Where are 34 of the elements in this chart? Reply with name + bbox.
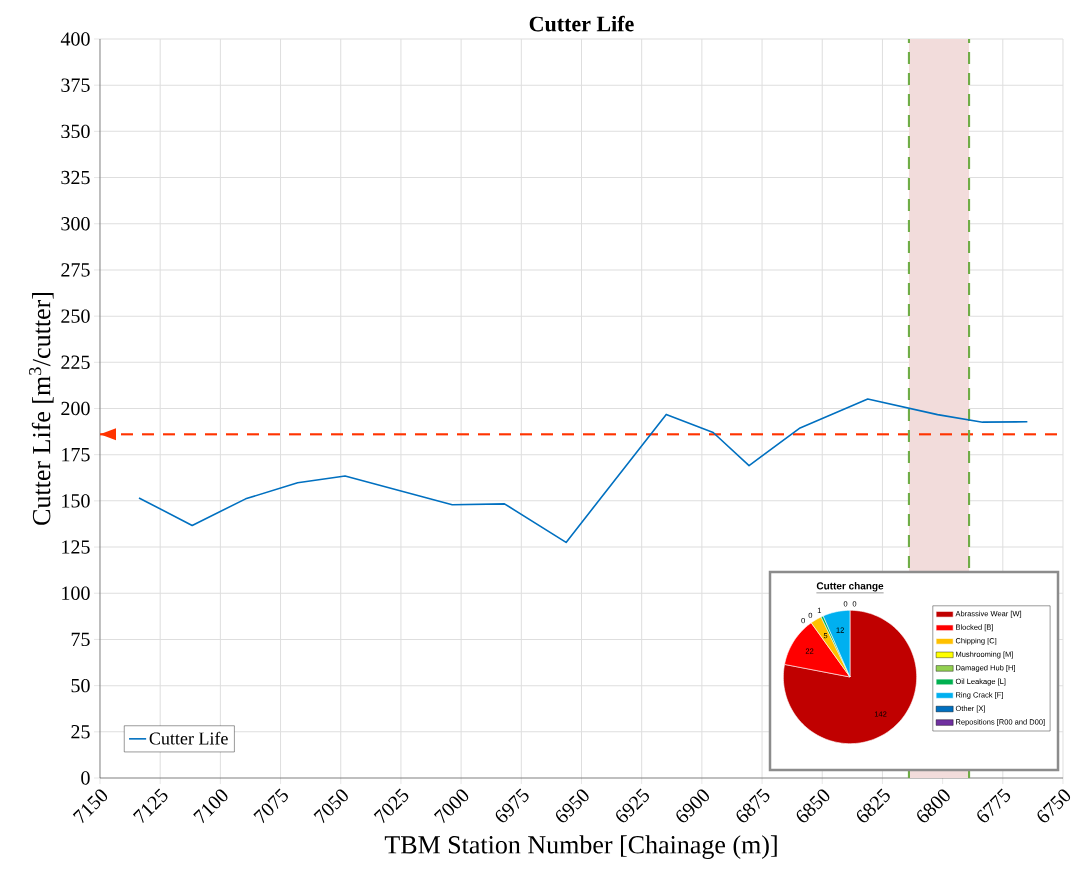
y-tick-label: 75 <box>71 632 90 647</box>
x-tick-label: 7100 <box>193 789 228 824</box>
y-tick-label: 200 <box>61 401 90 416</box>
y-tick-label: 250 <box>61 309 90 323</box>
x-tick-label: 6900 <box>676 789 709 823</box>
y-tick-label: 275 <box>61 263 90 277</box>
y-tick-label: 100 <box>62 586 90 600</box>
y-tick-label: 125 <box>62 540 90 554</box>
y-tick-label: 375 <box>61 78 90 92</box>
x-tick-label: 6800 <box>917 789 950 823</box>
y-tick-label: 150 <box>62 494 90 508</box>
y-tick-label: 350 <box>61 124 90 139</box>
y-tick-label: 225 <box>61 355 90 370</box>
y-axis-title: Cutter Life [m$^{3}$/cutter] <box>29 292 54 525</box>
x-tick-label: 7050 <box>313 789 348 824</box>
y-tick-label: 325 <box>61 170 90 185</box>
y-tick-label: 50 <box>71 678 90 693</box>
y-tick-label: 175 <box>62 447 90 462</box>
x-tick-label: 7150 <box>72 789 108 824</box>
y-tick-label: 400 <box>60 32 90 46</box>
x-tick-label: 6850 <box>796 789 830 823</box>
x-tick-label: 6750 <box>1037 789 1071 823</box>
y-tick-label: 300 <box>61 217 90 231</box>
x-tick-label: 6950 <box>556 789 589 823</box>
chart-title: Cutter Life <box>529 15 634 32</box>
legend-label: Cutter Life <box>149 731 228 745</box>
y-tick-label: 0 <box>81 771 90 785</box>
x-tick-label: 7000 <box>433 789 469 824</box>
text: Cutter change <box>816 582 884 592</box>
line-series <box>138 398 1029 544</box>
x-tick-label: 7125 <box>132 788 168 824</box>
x-tick-label: 6875 <box>736 788 770 823</box>
y-tick-label: 25 <box>71 725 90 739</box>
x-axis-title: TBM Station Number [Chainage (m)] <box>384 835 777 859</box>
